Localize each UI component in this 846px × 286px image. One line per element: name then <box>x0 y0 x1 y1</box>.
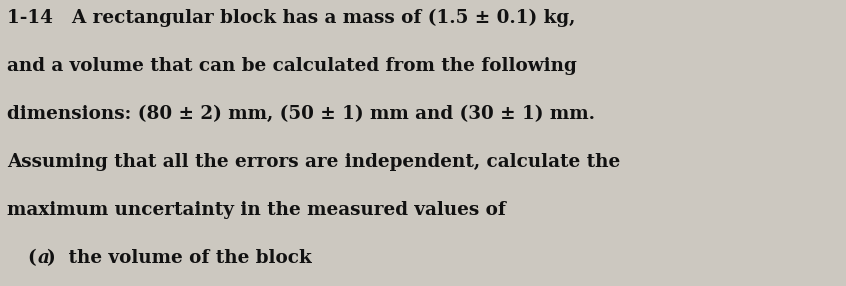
Text: and a volume that can be calculated from the following: and a volume that can be calculated from… <box>7 57 576 75</box>
Text: a: a <box>38 249 50 267</box>
Text: dimensions: (80 ± 2) mm, (50 ± 1) mm and (30 ± 1) mm.: dimensions: (80 ± 2) mm, (50 ± 1) mm and… <box>7 105 595 123</box>
Text: 1-14   A rectangular block has a mass of (1.5 ± 0.1) kg,: 1-14 A rectangular block has a mass of (… <box>7 9 575 27</box>
Text: (: ( <box>27 249 36 267</box>
Text: )  the volume of the block: ) the volume of the block <box>47 249 312 267</box>
Text: Assuming that all the errors are independent, calculate the: Assuming that all the errors are indepen… <box>7 153 620 171</box>
Text: maximum uncertainty in the measured values of: maximum uncertainty in the measured valu… <box>7 201 506 219</box>
